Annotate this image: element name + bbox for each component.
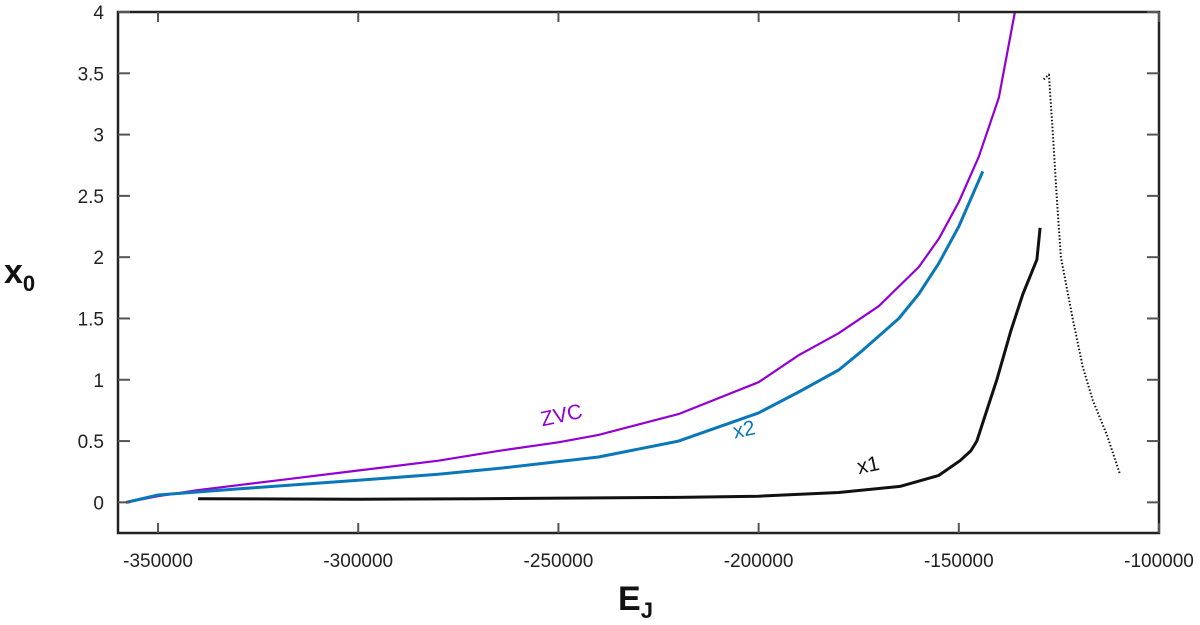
y-tick-label: 2.5 <box>78 187 104 208</box>
y-tick-label: 0.5 <box>78 432 104 453</box>
series-label-x2: x2 <box>731 416 757 443</box>
series-line-x1-branch <box>1043 73 1121 475</box>
series-line-x1 <box>198 227 1042 501</box>
plot-frame <box>116 10 1161 535</box>
y-tick-label: 3 <box>93 126 104 147</box>
series-line-x2 <box>125 170 985 504</box>
x-axis-title: EJ <box>618 580 653 623</box>
y-axis-title: x0 <box>4 253 35 296</box>
x-tick-label: -350000 <box>123 551 193 572</box>
y-tick-label: 2 <box>93 248 104 269</box>
y-tick-label: 1.5 <box>78 309 104 330</box>
axis-ticks: -350000 -300000 -250000 -200000 -150000 -1000… <box>78 3 1194 572</box>
y-tick-label: 0 <box>93 493 104 514</box>
plot-curves <box>125 11 1121 504</box>
y-tick-label: 1 <box>93 371 104 392</box>
y-tick-label: 4 <box>93 3 104 24</box>
series-label-x1: x1 <box>855 452 881 479</box>
x-tick-label: -100000 <box>1124 551 1194 572</box>
series-label-zvc: ZVC <box>539 400 585 431</box>
x-tick-label: -250000 <box>524 551 594 572</box>
x-tick-label: -200000 <box>724 551 794 572</box>
series-line-zvc <box>125 11 1016 504</box>
curve-labels: ZVC x2 x1 <box>539 400 882 479</box>
y-tick-label: 3.5 <box>78 64 104 85</box>
x-tick-label: -300000 <box>323 551 393 572</box>
x-tick-label: -150000 <box>924 551 994 572</box>
